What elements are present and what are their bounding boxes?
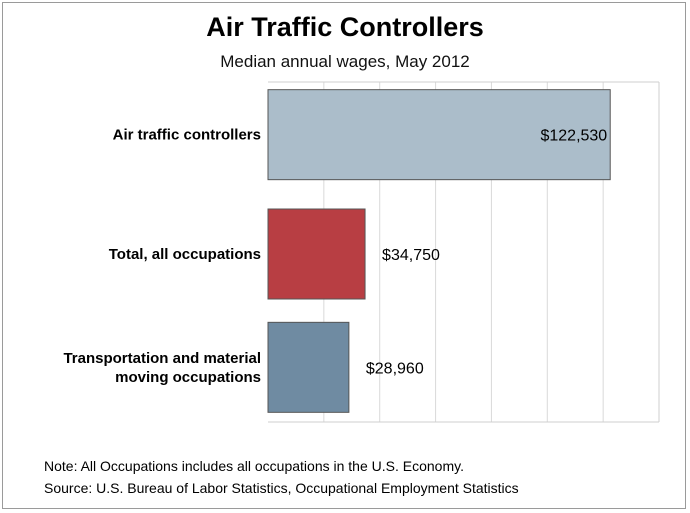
bar [267,208,366,300]
chart-note: Note: All Occupations includes all occup… [44,458,464,474]
chart-subtitle: Median annual wages, May 2012 [220,52,470,71]
data-label: $122,530 [540,128,607,145]
category-label: Total, all occupations [109,246,261,263]
data-label: $34,750 [382,247,440,264]
chart-source: Source: U.S. Bureau of Labor Statistics,… [44,480,519,496]
bar [267,321,350,413]
data-label: $28,960 [366,360,424,377]
bar [267,89,611,181]
category-label: Air traffic controllers [113,127,261,144]
chart-title: Air Traffic Controllers [206,12,484,42]
category-label: Transportation and material moving occupa… [63,350,261,386]
